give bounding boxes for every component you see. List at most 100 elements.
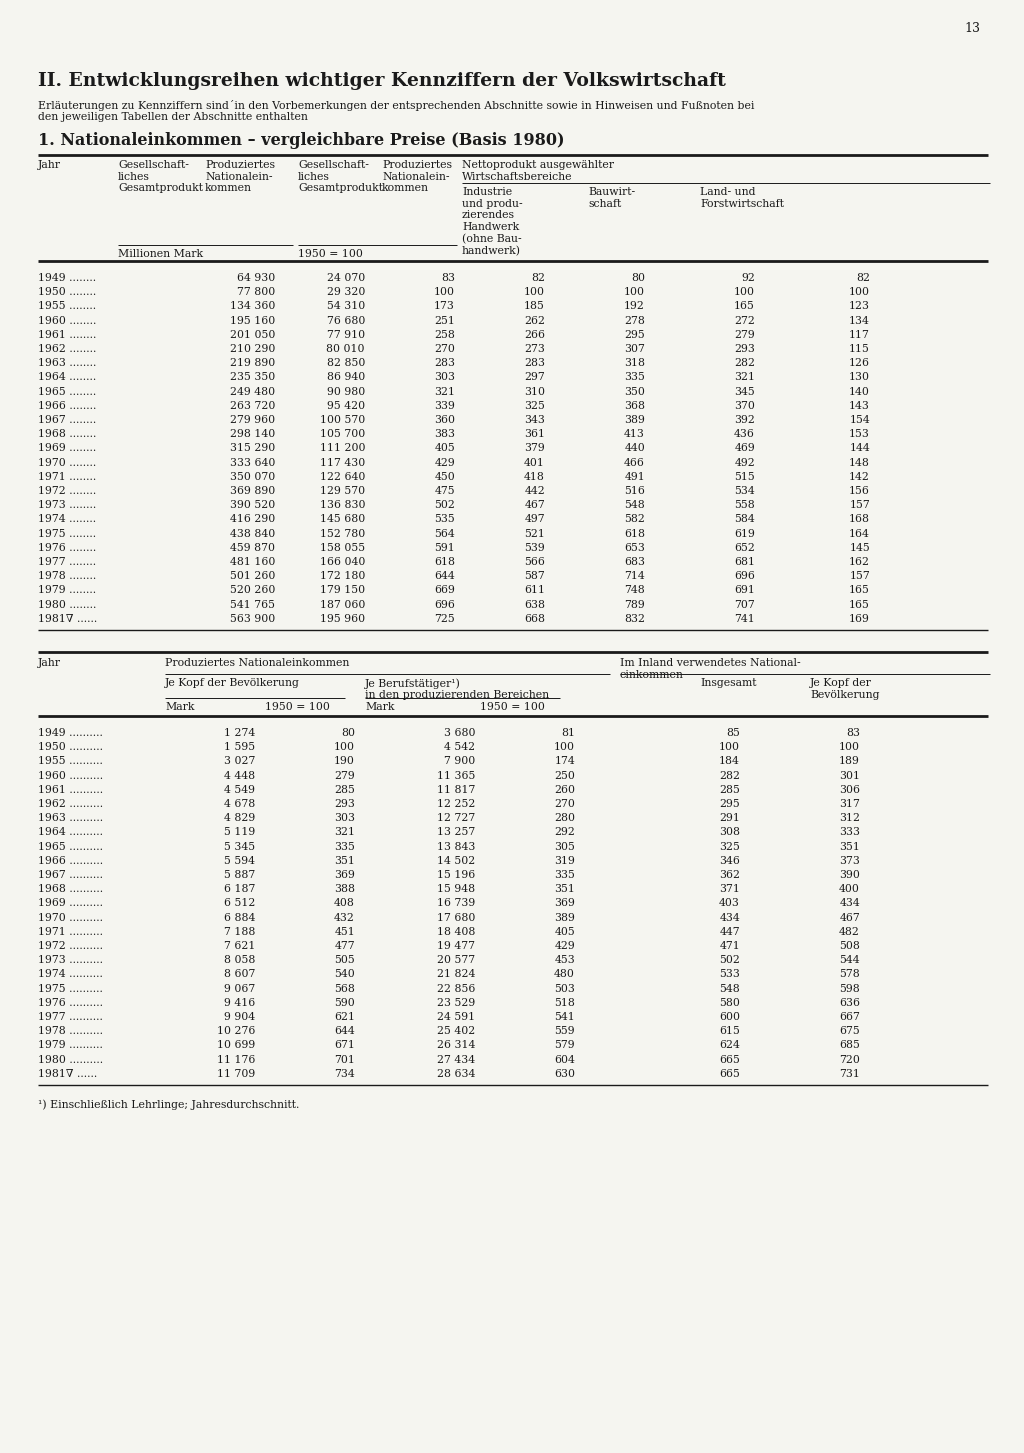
Text: 219 890: 219 890: [229, 359, 275, 368]
Text: Nettoprodukt ausgewählter
Wirtschaftsbereiche: Nettoprodukt ausgewählter Wirtschaftsber…: [462, 160, 614, 182]
Text: 351: 351: [334, 856, 355, 866]
Text: 390: 390: [839, 870, 860, 881]
Text: 13: 13: [964, 22, 980, 35]
Text: 734: 734: [334, 1069, 355, 1078]
Text: 154: 154: [849, 416, 870, 424]
Text: 1971 ..........: 1971 ..........: [38, 927, 103, 937]
Text: 335: 335: [334, 841, 355, 851]
Text: 548: 548: [625, 500, 645, 510]
Text: 54 310: 54 310: [327, 301, 365, 311]
Text: 307: 307: [624, 344, 645, 355]
Text: 17 680: 17 680: [436, 912, 475, 923]
Text: 1965 ........: 1965 ........: [38, 386, 96, 397]
Text: 100: 100: [524, 288, 545, 298]
Text: 467: 467: [840, 912, 860, 923]
Text: 145: 145: [849, 543, 870, 552]
Text: 1961 ........: 1961 ........: [38, 330, 96, 340]
Text: 436: 436: [734, 429, 755, 439]
Text: 5 119: 5 119: [224, 827, 255, 837]
Text: 321: 321: [334, 827, 355, 837]
Text: 4 678: 4 678: [224, 799, 255, 809]
Text: 15 948: 15 948: [437, 885, 475, 894]
Text: 6 512: 6 512: [223, 898, 255, 908]
Text: 95 420: 95 420: [327, 401, 365, 411]
Text: 516: 516: [624, 485, 645, 495]
Text: 13 257: 13 257: [437, 827, 475, 837]
Text: 321: 321: [434, 386, 455, 397]
Text: 11 176: 11 176: [217, 1055, 255, 1065]
Text: 303: 303: [434, 372, 455, 382]
Text: 351: 351: [554, 885, 575, 894]
Text: 1973 ........: 1973 ........: [38, 500, 96, 510]
Text: 24 591: 24 591: [437, 1011, 475, 1021]
Text: 266: 266: [524, 330, 545, 340]
Text: 383: 383: [434, 429, 455, 439]
Text: 369: 369: [334, 870, 355, 881]
Text: 497: 497: [524, 514, 545, 525]
Text: 1975 ........: 1975 ........: [38, 529, 96, 539]
Text: 515: 515: [734, 472, 755, 482]
Text: 90 980: 90 980: [327, 386, 365, 397]
Text: 1969 ........: 1969 ........: [38, 443, 96, 453]
Text: Produziertes
Nationalein-
kommen: Produziertes Nationalein- kommen: [382, 160, 452, 193]
Text: 292: 292: [554, 827, 575, 837]
Text: 345: 345: [734, 386, 755, 397]
Text: 748: 748: [625, 586, 645, 596]
Text: 714: 714: [625, 571, 645, 581]
Text: 100: 100: [839, 742, 860, 753]
Text: 480: 480: [554, 969, 575, 979]
Text: 434: 434: [719, 912, 740, 923]
Text: 82 850: 82 850: [327, 359, 365, 368]
Text: 604: 604: [554, 1055, 575, 1065]
Text: 249 480: 249 480: [229, 386, 275, 397]
Text: 86 940: 86 940: [327, 372, 365, 382]
Text: 153: 153: [849, 429, 870, 439]
Text: 105 700: 105 700: [319, 429, 365, 439]
Text: 10 276: 10 276: [217, 1026, 255, 1036]
Text: 305: 305: [554, 841, 575, 851]
Text: 1963 ..........: 1963 ..........: [38, 814, 103, 824]
Text: 270: 270: [554, 799, 575, 809]
Text: 5 345: 5 345: [224, 841, 255, 851]
Text: 4 549: 4 549: [224, 785, 255, 795]
Text: 100: 100: [334, 742, 355, 753]
Text: 1972 ..........: 1972 ..........: [38, 942, 103, 952]
Text: 143: 143: [849, 401, 870, 411]
Text: 401: 401: [524, 458, 545, 468]
Text: 134 360: 134 360: [229, 301, 275, 311]
Text: 1955 ........: 1955 ........: [38, 301, 96, 311]
Text: 1967 ........: 1967 ........: [38, 416, 96, 424]
Text: 1981∇ ......: 1981∇ ......: [38, 1069, 97, 1078]
Text: 100: 100: [434, 288, 455, 298]
Text: 675: 675: [840, 1026, 860, 1036]
Text: 282: 282: [734, 359, 755, 368]
Text: 270: 270: [434, 344, 455, 355]
Text: 1970 ..........: 1970 ..........: [38, 912, 103, 923]
Text: 298 140: 298 140: [229, 429, 275, 439]
Text: 15 196: 15 196: [437, 870, 475, 881]
Text: 335: 335: [624, 372, 645, 382]
Text: 1949 ........: 1949 ........: [38, 273, 96, 283]
Text: 1974 ........: 1974 ........: [38, 514, 96, 525]
Text: Industrie
und produ-
zierendes
Handwerk
(ohne Bau-
handwerk): Industrie und produ- zierendes Handwerk …: [462, 187, 522, 256]
Text: 6 187: 6 187: [223, 885, 255, 894]
Text: Millionen Mark: Millionen Mark: [118, 248, 203, 259]
Text: Insgesamt: Insgesamt: [700, 679, 757, 689]
Text: 568: 568: [334, 984, 355, 994]
Text: 279: 279: [334, 770, 355, 780]
Text: 100: 100: [734, 288, 755, 298]
Text: 293: 293: [734, 344, 755, 355]
Text: 20 577: 20 577: [437, 955, 475, 965]
Text: 389: 389: [624, 416, 645, 424]
Text: 618: 618: [434, 556, 455, 567]
Text: 1 274: 1 274: [224, 728, 255, 738]
Text: 4 829: 4 829: [224, 814, 255, 824]
Text: 339: 339: [434, 401, 455, 411]
Text: 301: 301: [839, 770, 860, 780]
Text: 111 200: 111 200: [319, 443, 365, 453]
Text: 1975 ..........: 1975 ..........: [38, 984, 102, 994]
Text: 195 960: 195 960: [319, 613, 365, 623]
Text: Produziertes
Nationalein-
kommen: Produziertes Nationalein- kommen: [205, 160, 275, 193]
Text: 273: 273: [524, 344, 545, 355]
Text: 318: 318: [624, 359, 645, 368]
